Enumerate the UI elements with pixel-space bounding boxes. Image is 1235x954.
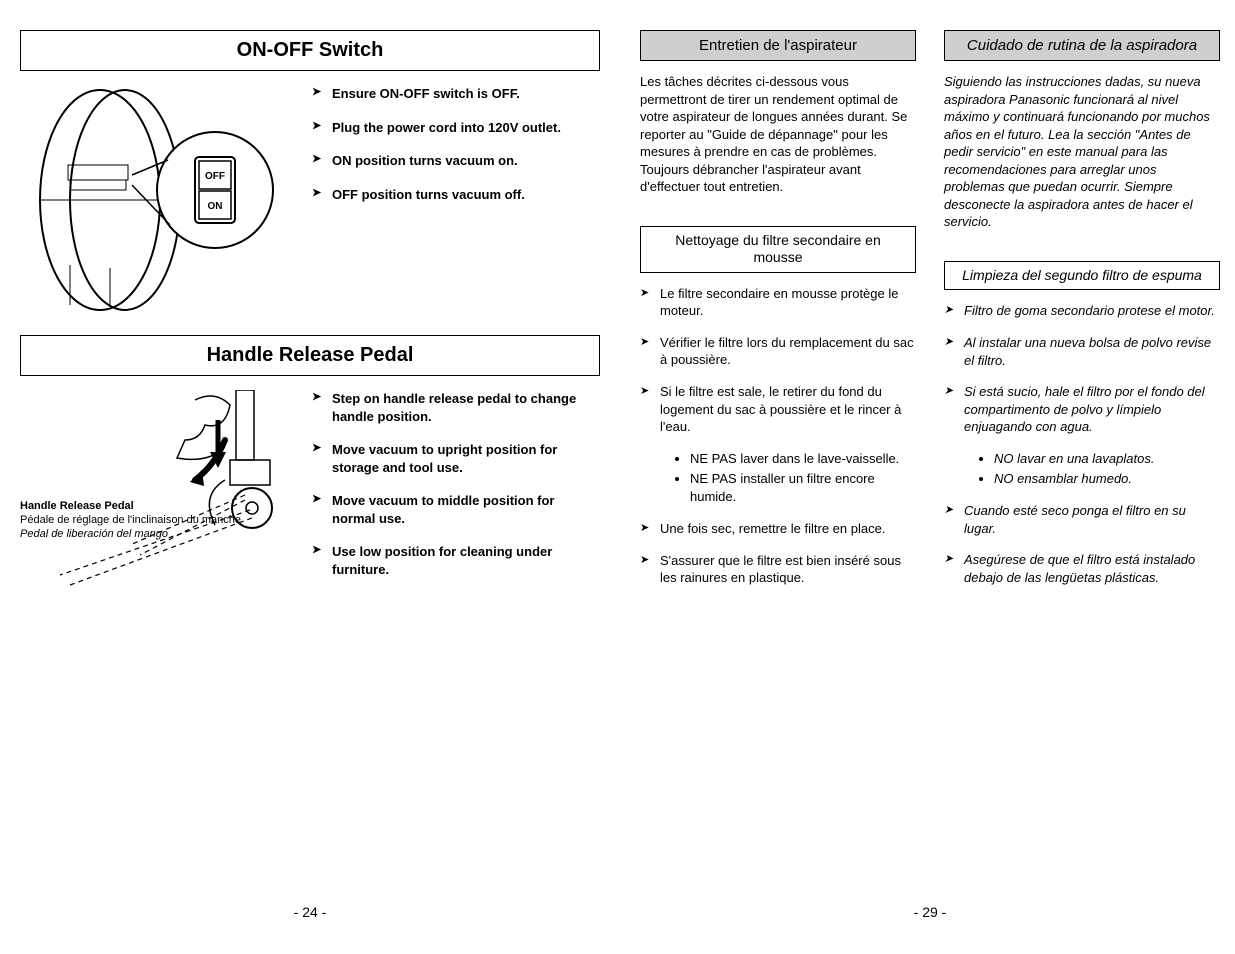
fr-heading: Entretien de l'aspirateur bbox=[640, 30, 916, 61]
page-number-left: - 24 - bbox=[20, 904, 600, 920]
french-column: Entretien de l'aspirateur Les tâches déc… bbox=[640, 30, 916, 601]
es-heading: Cuidado de rutina de la aspiradora bbox=[944, 30, 1220, 61]
onoff-instructions: Ensure ON-OFF switch is OFF. Plug the po… bbox=[300, 85, 600, 315]
onoff-item: ON position turns vacuum on. bbox=[312, 152, 600, 170]
fr-item: S'assurer que le filtre est bien inséré … bbox=[640, 552, 916, 587]
fr-item: Vérifier le filtre lors du remplacement … bbox=[640, 334, 916, 369]
handle-instructions: Step on handle release pedal to change h… bbox=[300, 390, 600, 610]
es-sub-bullets: NO lavar en una lavaplatos. NO ensamblar… bbox=[994, 450, 1220, 488]
two-column-layout: Entretien de l'aspirateur Les tâches déc… bbox=[640, 30, 1220, 601]
fr-item: Le filtre secondaire en mousse protège l… bbox=[640, 285, 916, 320]
page-number-right: - 29 - bbox=[640, 904, 1220, 920]
onoff-heading: ON-OFF Switch bbox=[20, 30, 600, 71]
handle-heading: Handle Release Pedal bbox=[20, 335, 600, 376]
handle-label-en: Handle Release Pedal bbox=[20, 500, 241, 514]
handle-item: Move vacuum to upright position for stor… bbox=[312, 441, 600, 476]
switch-off-label: OFF bbox=[205, 171, 225, 182]
handle-label-fr: Pédale de réglage de l'inclinaison du ma… bbox=[20, 514, 241, 528]
es-intro: Siguiendo las instrucciones dadas, su nu… bbox=[944, 73, 1220, 231]
fr-item: Si le filtre est sale, le retirer du fon… bbox=[640, 383, 916, 436]
es-sub-bullet: NO lavar en una lavaplatos. bbox=[994, 450, 1220, 468]
handle-section: Handle Release Pedal Pédale de réglage d… bbox=[20, 390, 600, 610]
es-item: Al instalar una nueva bolsa de polvo rev… bbox=[944, 334, 1220, 369]
onoff-illustration: OFF ON bbox=[20, 85, 300, 315]
handle-labels: Handle Release Pedal Pédale de réglage d… bbox=[20, 500, 241, 541]
fr-sub-bullets: NE PAS laver dans le lave-vaisselle. NE … bbox=[690, 450, 916, 507]
handle-item: Step on handle release pedal to change h… bbox=[312, 390, 600, 425]
es-item: Cuando esté seco ponga el filtro en su l… bbox=[944, 502, 1220, 537]
fr-sub-bullet: NE PAS installer un filtre encore humide… bbox=[690, 470, 916, 506]
onoff-section: OFF ON Ensure ON-OFF switch is OFF. Plug… bbox=[20, 85, 600, 315]
onoff-item: Plug the power cord into 120V outlet. bbox=[312, 119, 600, 137]
page-24: ON-OFF Switch OFF ON bbox=[20, 30, 600, 920]
fr-item: Une fois sec, remettre le filtre en plac… bbox=[640, 520, 916, 538]
fr-intro: Les tâches décrites ci-dessous vous perm… bbox=[640, 73, 916, 196]
handle-item: Use low position for cleaning under furn… bbox=[312, 543, 600, 578]
onoff-item: OFF position turns vacuum off. bbox=[312, 186, 600, 204]
fr-sub-bullet: NE PAS laver dans le lave-vaisselle. bbox=[690, 450, 916, 468]
onoff-item: Ensure ON-OFF switch is OFF. bbox=[312, 85, 600, 103]
fr-subheading: Nettoyage du filtre secondaire en mousse bbox=[640, 226, 916, 273]
es-sub-bullet: NO ensamblar humedo. bbox=[994, 470, 1220, 488]
es-item: Asegúrese de que el filtro está instalad… bbox=[944, 551, 1220, 586]
es-item: Filtro de goma secondario protese el mot… bbox=[944, 302, 1220, 320]
handle-item: Move vacuum to middle position for norma… bbox=[312, 492, 600, 527]
es-subheading: Limpieza del segundo filtro de espuma bbox=[944, 261, 1220, 291]
handle-illustration: Handle Release Pedal Pédale de réglage d… bbox=[20, 390, 300, 610]
es-item: Si está sucio, hale el filtro por el fon… bbox=[944, 383, 1220, 436]
spanish-column: Cuidado de rutina de la aspiradora Sigui… bbox=[944, 30, 1220, 601]
handle-label-es: Pedal de liberación del mango bbox=[20, 528, 241, 542]
page-29: Entretien de l'aspirateur Les tâches déc… bbox=[640, 30, 1220, 920]
switch-on-label: ON bbox=[208, 201, 223, 212]
